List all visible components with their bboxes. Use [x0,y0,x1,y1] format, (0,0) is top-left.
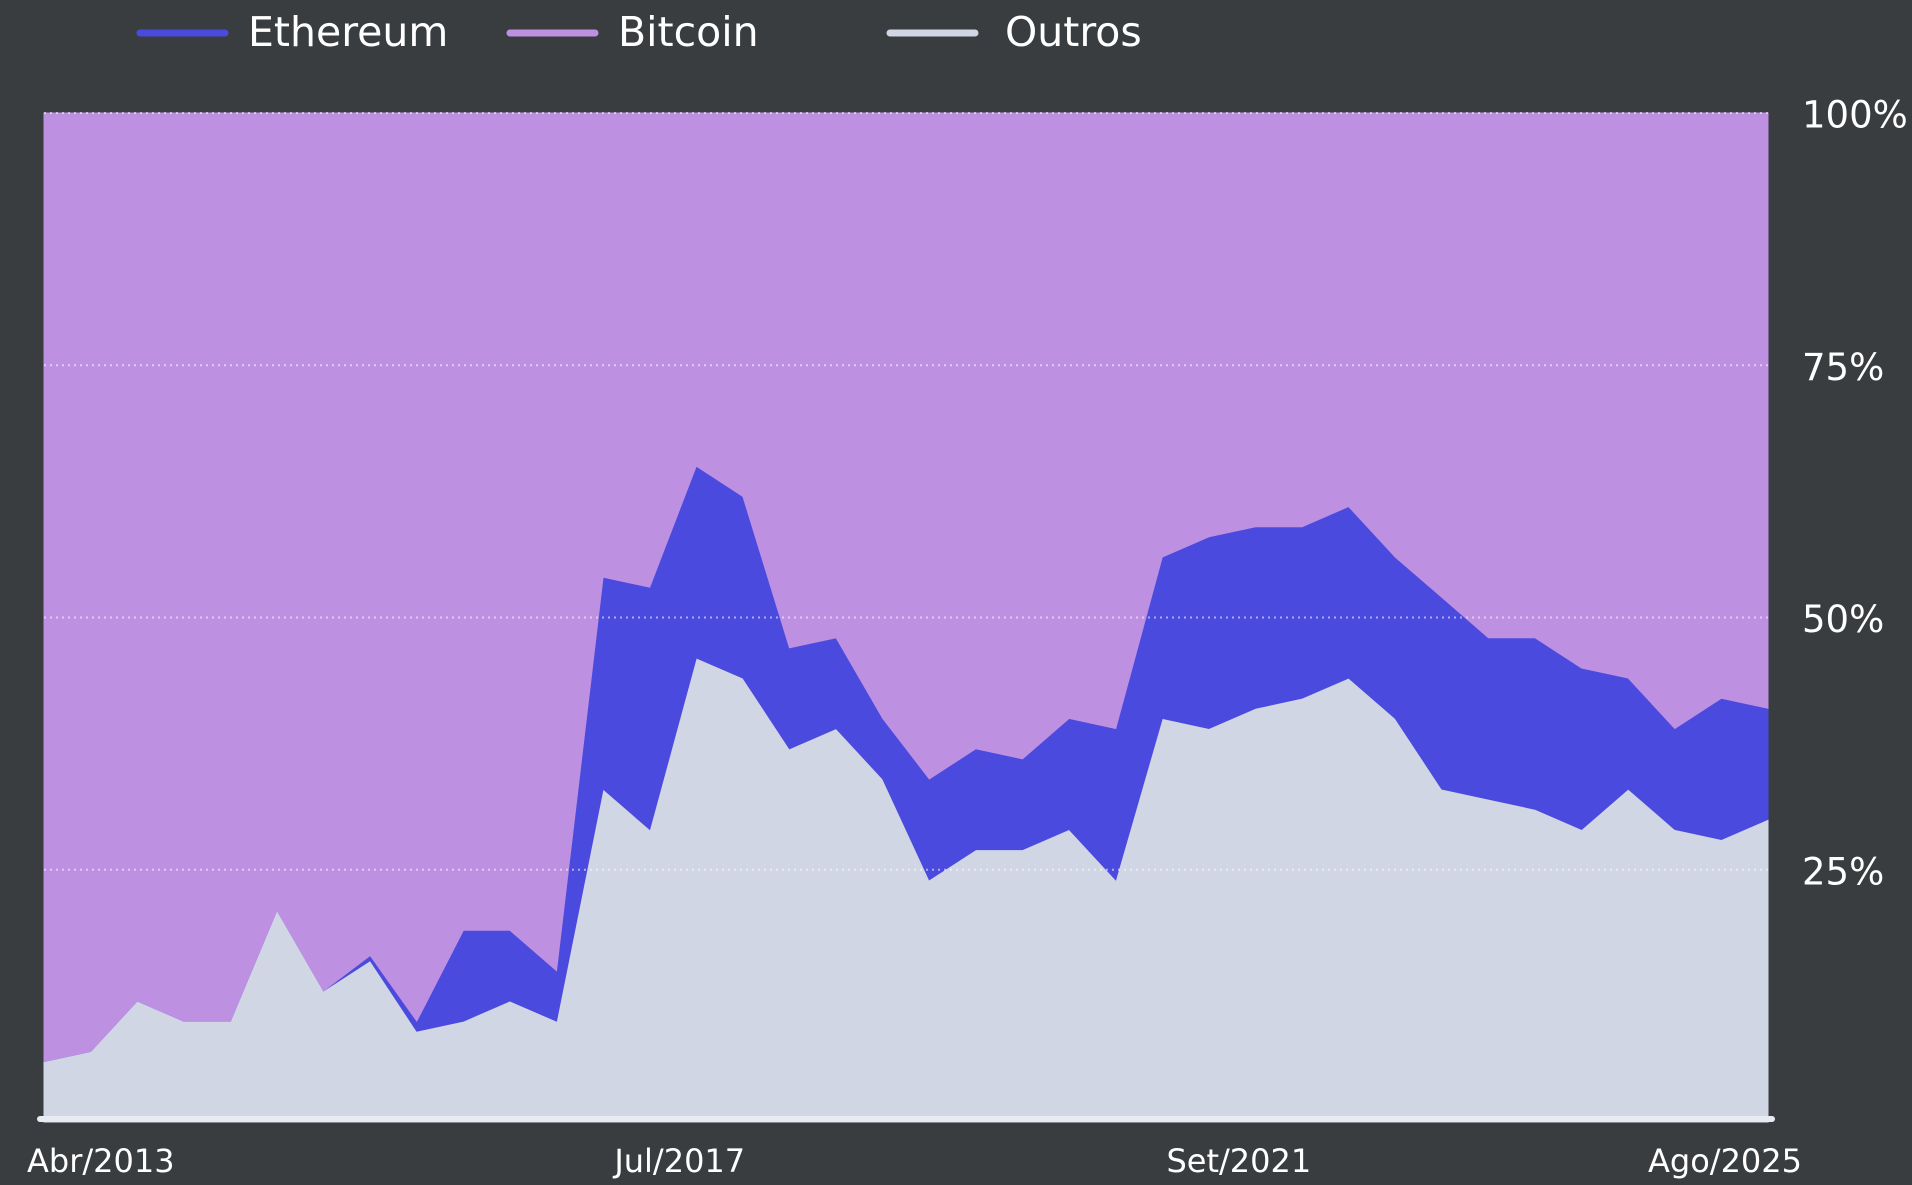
legend-label: Bitcoin [618,8,759,56]
y-tick-label: 50% [1802,598,1884,641]
legend-label: Ethereum [248,8,448,56]
x-tick-label: Set/2021 [1166,1142,1311,1180]
legend-label: Outros [1005,8,1142,56]
y-tick-label: 25% [1802,850,1884,893]
x-tick-label: Ago/2025 [1648,1142,1802,1180]
x-tick-label: Abr/2013 [27,1142,175,1180]
x-tick-label: Jul/2017 [612,1142,745,1180]
area [43,112,1769,1063]
y-tick-label: 75% [1802,346,1884,389]
y-tick-label: 100% [1802,94,1908,137]
